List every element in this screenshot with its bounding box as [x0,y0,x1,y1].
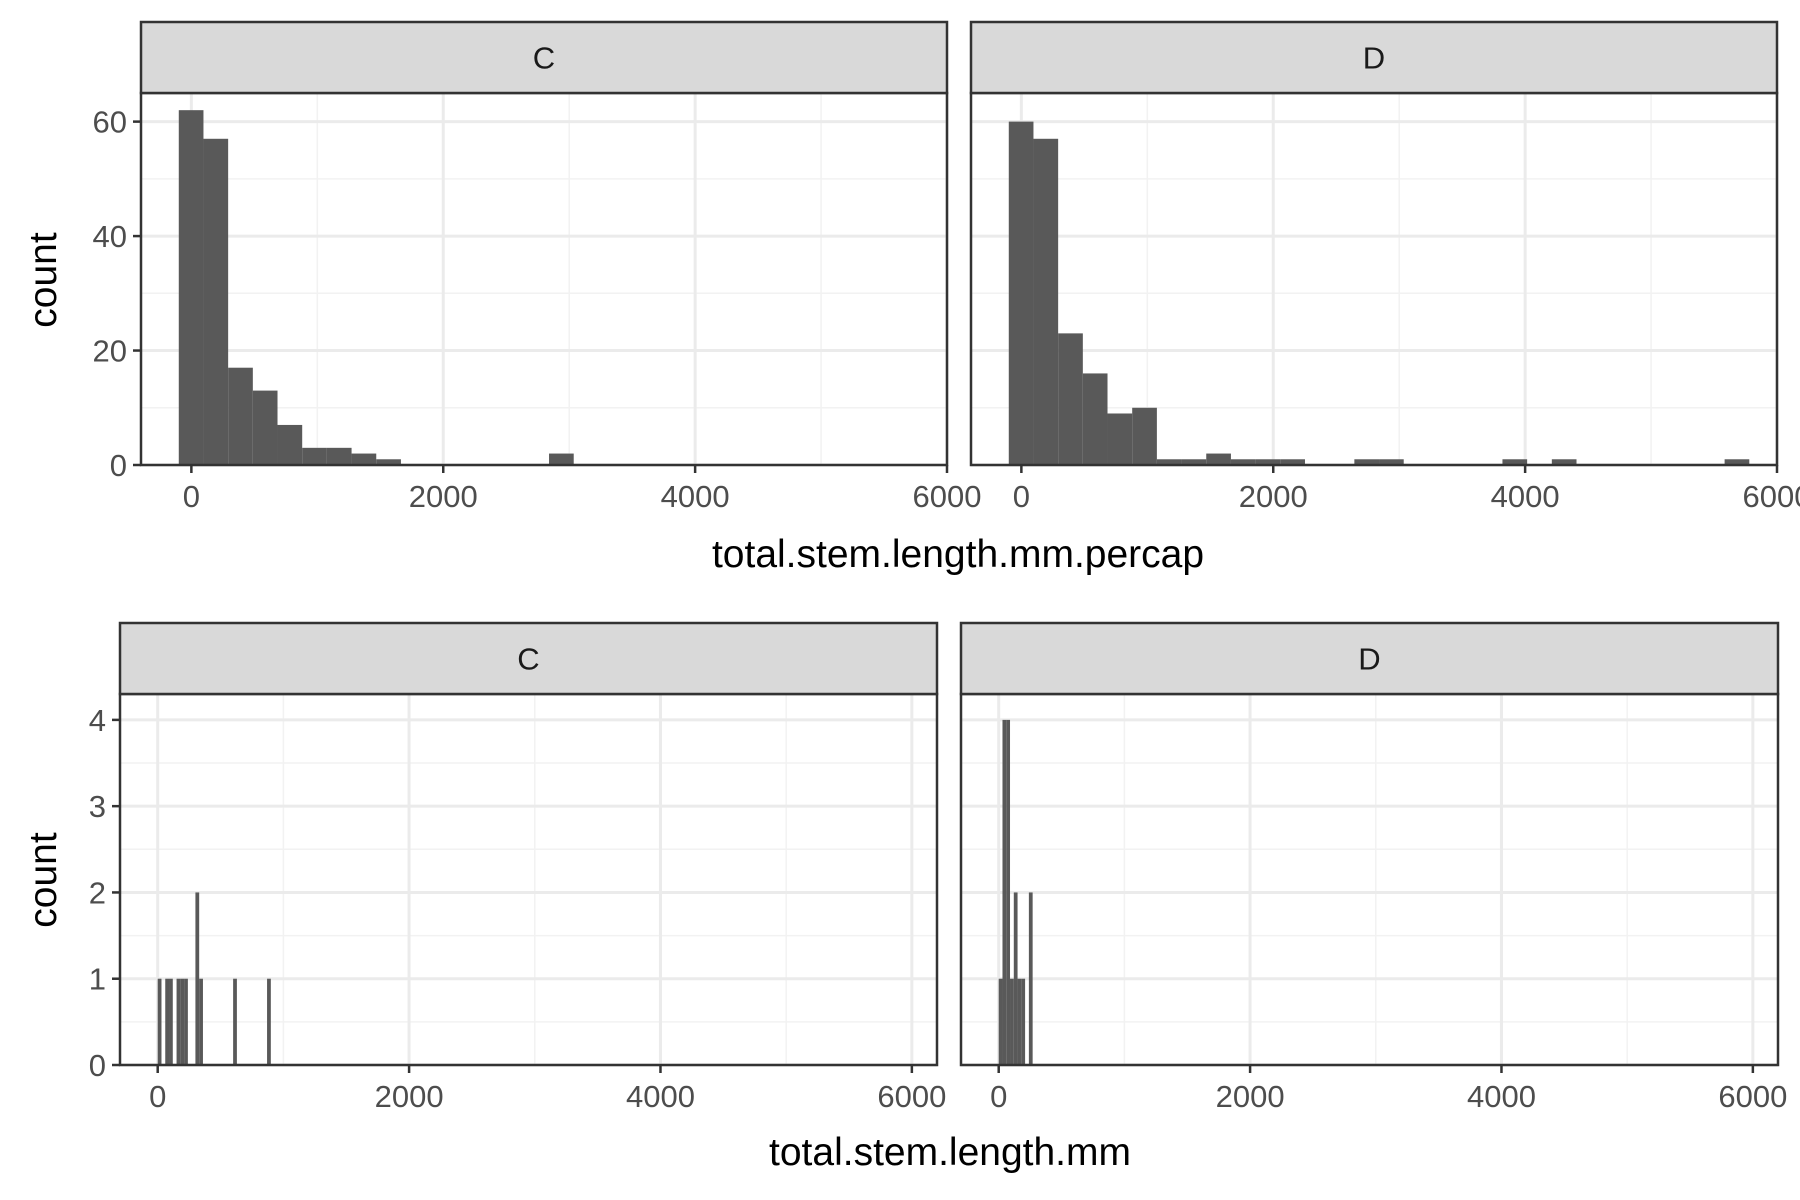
x-tick-label: 0 [149,1079,166,1114]
histogram-bar [1230,459,1256,465]
histogram-bar [228,367,253,465]
y-tick-label: 60 [93,105,127,140]
histogram-bar [1255,459,1281,465]
chart1-x-axis-title: total.stem.length.mm.percap [712,533,1204,576]
chart2-x-axis-title: total.stem.length.mm [769,1131,1131,1174]
histogram-bar [302,447,327,465]
histogram-bar [1551,459,1577,465]
x-tick-label: 4000 [661,479,730,514]
histogram-bar [157,978,162,1065]
histogram-bar [998,978,1003,1065]
histogram-bar [1010,978,1014,1065]
y-tick-label: 0 [89,1048,106,1083]
x-tick-label: 2000 [375,1079,444,1114]
histogram-bar [1132,407,1157,465]
histogram-bar [184,978,188,1065]
x-tick-label: 2000 [409,479,478,514]
x-tick-label: 4000 [1491,479,1560,514]
facet-strip [118,621,939,696]
histogram-bar [1058,333,1083,465]
x-tick-label: 2000 [1239,479,1308,514]
facet-strip [969,20,1779,95]
histogram-bar [1107,413,1133,465]
histogram-bar [165,978,170,1065]
histogram-bar [267,978,271,1065]
chart1-panel-d: D 0 2000 4000 6000 [969,20,1800,514]
histogram-bar [1206,453,1231,465]
histogram-bar [1156,459,1182,465]
facet-strip [139,20,949,95]
histogram-bar [203,138,229,466]
histogram-bar [1017,978,1022,1065]
histogram-bar [351,453,377,465]
x-tick-label: 4000 [626,1079,695,1114]
histogram-bar [252,390,278,465]
x-tick-label: 6000 [913,479,982,514]
chart2-y-axis-title: count [22,832,65,928]
histogram-bar [326,447,352,465]
x-tick-label: 6000 [877,1079,946,1114]
panel-background [120,694,937,1065]
x-tick-label: 4000 [1467,1079,1536,1114]
y-tick-label: 0 [110,448,127,483]
facet-strip-label: D [1358,642,1380,677]
histogram-bar [1502,459,1528,465]
histogram-bar [180,978,185,1065]
histogram-bar [1280,459,1305,465]
histogram-bar [1006,719,1011,1065]
histogram-bar [1013,892,1018,1065]
histogram-bar [176,978,181,1065]
x-tick-label: 6000 [1718,1079,1787,1114]
histogram-bar [1033,138,1059,466]
panel-background [961,694,1778,1065]
histogram-bar [376,459,401,465]
histogram-bar [169,978,173,1065]
histogram-bar [1181,459,1207,465]
histogram-bar [1724,459,1750,465]
histogram-bar [1002,719,1007,1065]
histogram-bar [1379,459,1404,465]
x-tick-label: 0 [1013,479,1030,514]
y-tick-label: 4 [89,703,106,738]
chart2-panel-c: C 0 2000 4000 6000 0 1 2 3 4 [89,621,946,1114]
histogram-bar [277,424,303,465]
y-tick-label: 40 [93,219,127,254]
histogram-bar [195,892,200,1065]
histogram-bar [1354,459,1380,465]
chart1-panel-c: C 0 2000 4000 6000 0 20 40 60 [93,20,982,514]
facet-strip [959,621,1780,696]
facet-strip-label: C [517,642,539,677]
histogram-bar [1028,892,1033,1065]
histogram-bar [233,978,237,1065]
y-tick-label: 3 [89,789,106,824]
histogram-bar [1082,373,1108,465]
facet-strip-label: C [533,41,555,76]
x-tick-label: 0 [990,1079,1007,1114]
x-tick-label: 0 [183,479,200,514]
facet-strip-label: D [1363,41,1385,76]
histogram-bar [1021,978,1026,1065]
y-tick-label: 2 [89,875,106,910]
histogram-bar [1008,121,1034,465]
histogram-bar [549,453,574,465]
histogram-bar [199,978,203,1065]
y-tick-label: 1 [89,962,106,997]
histogram-bar [178,110,204,466]
x-tick-label: 6000 [1743,479,1800,514]
chart2-panel-d: D 0 2000 4000 6000 [959,621,1787,1114]
x-tick-label: 2000 [1216,1079,1285,1114]
y-tick-label: 20 [93,334,127,369]
chart1-y-axis-title: count [22,232,65,328]
